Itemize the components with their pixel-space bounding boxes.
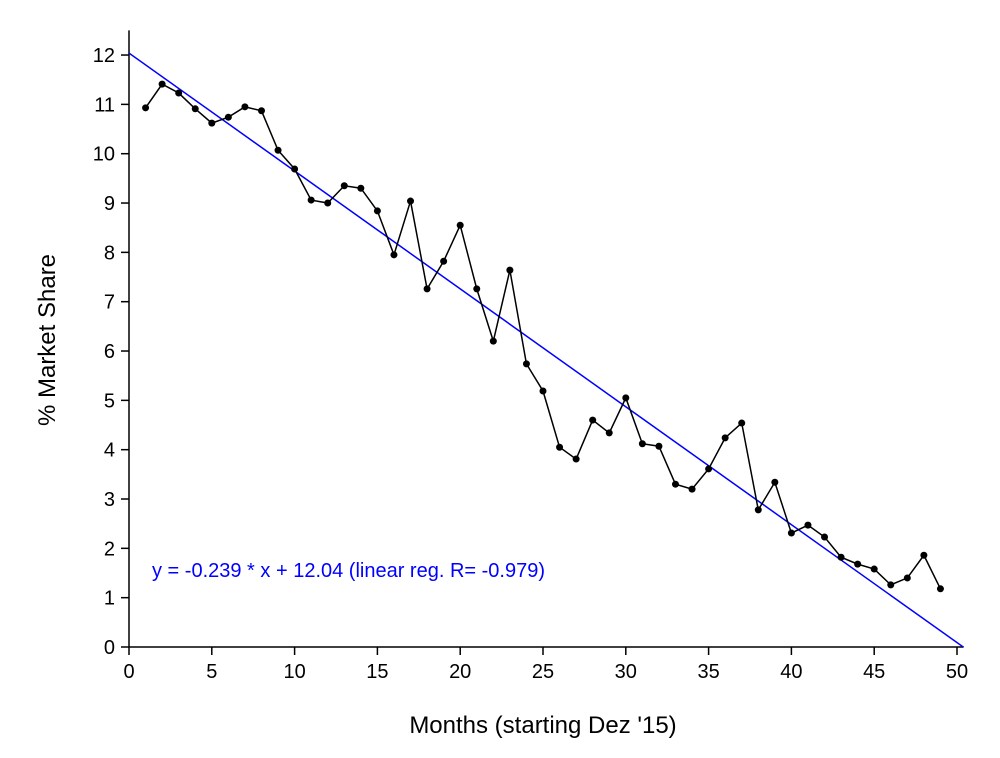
x-tick-label: 15 bbox=[366, 661, 388, 683]
y-axis-label: % Market Share bbox=[34, 254, 61, 426]
data-point bbox=[638, 440, 646, 448]
y-tick-label: 6 bbox=[104, 341, 115, 363]
data-point bbox=[291, 165, 299, 173]
x-tick-label: 30 bbox=[615, 661, 637, 683]
data-point bbox=[224, 113, 232, 121]
y-tick-label: 12 bbox=[93, 45, 115, 67]
data-point bbox=[407, 197, 415, 205]
data-point bbox=[274, 146, 282, 154]
data-point bbox=[721, 434, 729, 442]
data-point bbox=[175, 89, 183, 97]
x-tick-label: 0 bbox=[123, 661, 134, 683]
y-tick-label: 1 bbox=[104, 588, 115, 610]
x-tick-label: 5 bbox=[206, 661, 217, 683]
data-point bbox=[821, 533, 829, 541]
y-tick-label: 4 bbox=[104, 440, 115, 462]
data-point bbox=[572, 455, 580, 463]
y-tick-label: 8 bbox=[104, 242, 115, 264]
data-point bbox=[887, 581, 895, 589]
data-point bbox=[622, 394, 630, 402]
data-point bbox=[920, 551, 928, 559]
x-tick-label: 40 bbox=[780, 661, 802, 683]
y-tick-label: 5 bbox=[104, 390, 115, 412]
y-tick-label: 0 bbox=[104, 637, 115, 659]
data-point bbox=[522, 360, 530, 368]
data-point bbox=[854, 560, 862, 568]
data-point bbox=[539, 387, 547, 395]
x-tick-label: 45 bbox=[863, 661, 885, 683]
data-point bbox=[837, 553, 845, 561]
x-tick-label: 35 bbox=[697, 661, 719, 683]
data-point bbox=[506, 266, 514, 274]
data-point bbox=[688, 485, 696, 493]
data-point bbox=[373, 207, 381, 215]
data-point bbox=[870, 565, 878, 573]
data-point bbox=[357, 184, 365, 192]
y-tick-label: 10 bbox=[93, 144, 115, 166]
data-point bbox=[423, 285, 431, 293]
data-point bbox=[804, 521, 812, 529]
trendline bbox=[129, 52, 964, 647]
data-point bbox=[489, 337, 497, 345]
x-tick-label: 50 bbox=[946, 661, 968, 683]
data-point bbox=[473, 285, 481, 293]
y-tick-label: 2 bbox=[104, 538, 115, 560]
data-point bbox=[754, 506, 762, 514]
data-point bbox=[605, 429, 613, 437]
data-point bbox=[556, 443, 564, 451]
data-point bbox=[738, 419, 746, 427]
x-axis-label: Months (starting Dez '15) bbox=[409, 712, 676, 739]
data-point bbox=[771, 478, 779, 486]
data-point bbox=[158, 80, 166, 88]
y-tick-label: 7 bbox=[104, 292, 115, 314]
data-point bbox=[936, 585, 944, 593]
x-tick-label: 10 bbox=[283, 661, 305, 683]
data-point bbox=[390, 251, 398, 259]
data-point bbox=[655, 442, 663, 450]
x-tick-label: 20 bbox=[449, 661, 471, 683]
data-point bbox=[456, 221, 464, 229]
data-point bbox=[307, 196, 315, 204]
data-point bbox=[440, 257, 448, 265]
data-point bbox=[340, 182, 348, 190]
data-point bbox=[705, 465, 713, 473]
data-point bbox=[903, 574, 911, 582]
data-point bbox=[191, 105, 199, 113]
data-point bbox=[241, 103, 249, 111]
y-tick-label: 11 bbox=[94, 94, 115, 116]
y-tick-label: 3 bbox=[104, 489, 115, 511]
data-point bbox=[589, 416, 597, 424]
data-point bbox=[257, 107, 265, 115]
data-point bbox=[208, 119, 216, 127]
x-tick-label: 25 bbox=[532, 661, 554, 683]
data-point bbox=[787, 529, 795, 537]
data-point bbox=[142, 104, 150, 112]
series-line bbox=[144, 83, 942, 590]
data-point bbox=[324, 199, 332, 207]
y-tick-label: 9 bbox=[104, 193, 115, 215]
annotation: y = -0.239 * x + 12.04 (linear reg. R= -… bbox=[152, 560, 545, 582]
data-point bbox=[671, 480, 679, 488]
